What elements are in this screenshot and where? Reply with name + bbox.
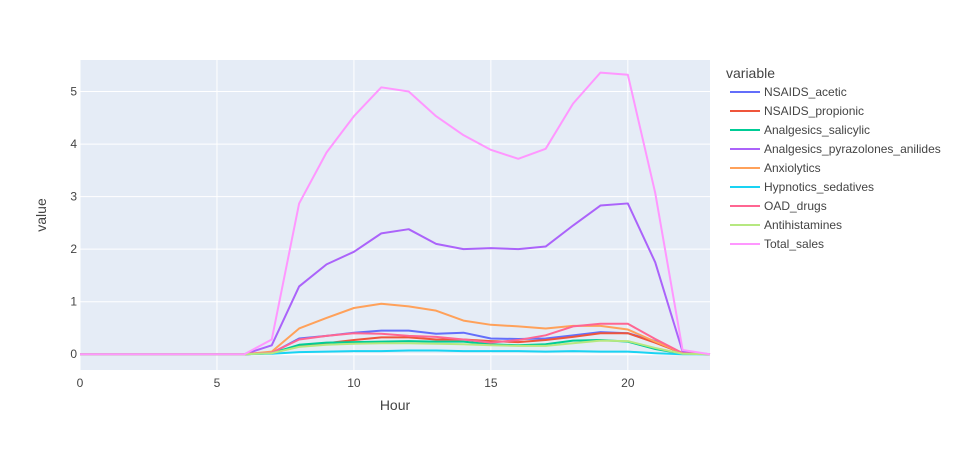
legend-label-Total_sales[interactable]: Total_sales — [764, 237, 824, 251]
x-tick-label: 10 — [347, 376, 361, 390]
legend-title: variable — [726, 65, 775, 81]
y-tick-label: 4 — [70, 137, 77, 151]
y-tick-label: 5 — [70, 85, 77, 99]
plot-background — [80, 60, 710, 370]
x-tick-label: 5 — [214, 376, 221, 390]
y-axis-title: value — [33, 198, 49, 232]
legend-label-Analgesics_pyrazolones_anilides[interactable]: Analgesics_pyrazolones_anilides — [764, 142, 941, 156]
legend-label-NSAIDS_propionic[interactable]: NSAIDS_propionic — [764, 104, 864, 118]
y-tick-label: 3 — [70, 190, 77, 204]
legend: variable NSAIDS_acetic NSAIDS_propionic An… — [726, 65, 941, 251]
legend-label-Anxiolytics[interactable]: Anxiolytics — [764, 161, 821, 175]
legend-label-Antihistamines[interactable]: Antihistamines — [764, 218, 842, 232]
x-tick-label: 20 — [621, 376, 635, 390]
x-axis-title: Hour — [380, 397, 411, 413]
y-axis-ticks: 0 1 2 3 4 5 — [70, 85, 77, 362]
y-tick-label: 0 — [70, 347, 77, 361]
x-axis-ticks: 0 5 10 15 20 — [77, 376, 635, 390]
y-tick-label: 2 — [70, 242, 77, 256]
legend-label-OAD_drugs[interactable]: OAD_drugs — [764, 199, 827, 213]
x-tick-label: 0 — [77, 376, 84, 390]
y-tick-label: 1 — [70, 295, 77, 309]
legend-label-Analgesics_salicylic[interactable]: Analgesics_salicylic — [764, 123, 870, 137]
series-line-Total_sales — [80, 71, 711, 356]
gridlines — [79, 60, 710, 370]
legend-label-NSAIDS_acetic[interactable]: NSAIDS_acetic — [764, 85, 847, 99]
legend-label-Hypnotics_sedatives[interactable]: Hypnotics_sedatives — [764, 180, 874, 194]
series-lines — [80, 71, 711, 356]
x-tick-label: 15 — [484, 376, 498, 390]
